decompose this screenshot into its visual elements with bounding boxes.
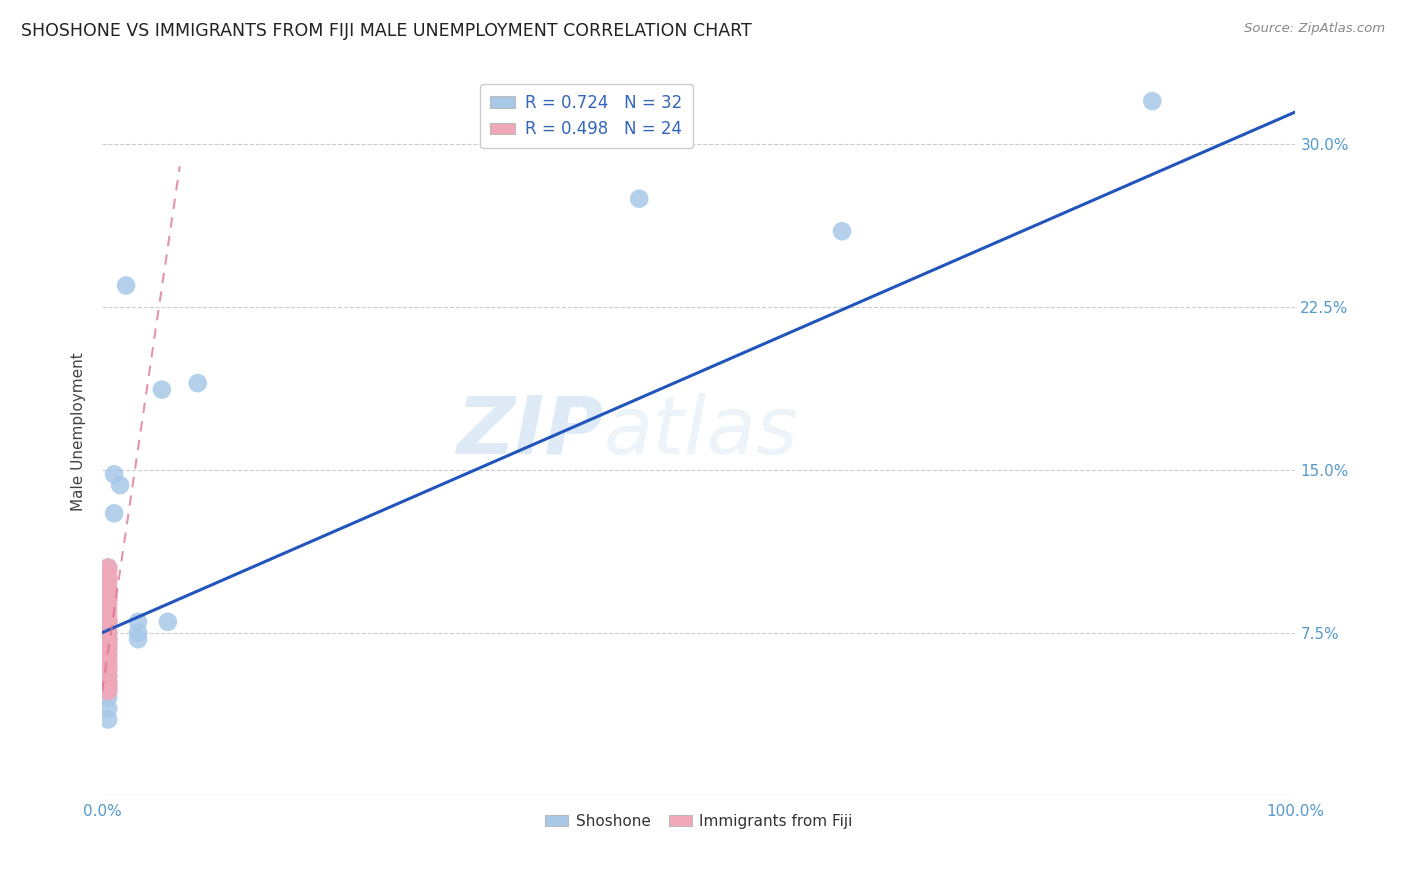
Text: atlas: atlas [603,393,799,471]
Point [97,669,120,683]
Point [156,615,179,629]
Point [97,598,120,612]
Point [628,192,651,206]
Point [97,701,120,715]
Point [97,565,120,579]
Point [97,589,120,603]
Point [97,648,120,662]
Point [97,713,120,727]
Point [97,610,120,624]
Y-axis label: Male Unemployment: Male Unemployment [72,352,86,511]
Point [127,615,149,629]
Point [97,663,120,677]
Point [97,615,120,629]
Point [97,658,120,673]
Point [97,615,120,629]
Point [97,632,120,647]
Point [97,604,120,618]
Point [97,625,120,640]
Point [97,582,120,597]
Point [97,571,120,585]
Point [97,675,120,690]
Point [97,615,120,629]
Point [97,560,120,574]
Point [1142,94,1164,108]
Point [97,593,120,607]
Point [115,278,138,293]
Point [97,654,120,668]
Point [97,675,120,690]
Point [97,636,120,650]
Text: Source: ZipAtlas.com: Source: ZipAtlas.com [1244,22,1385,36]
Point [97,619,120,633]
Point [127,625,149,640]
Point [97,680,120,694]
Point [97,684,120,698]
Text: SHOSHONE VS IMMIGRANTS FROM FIJI MALE UNEMPLOYMENT CORRELATION CHART: SHOSHONE VS IMMIGRANTS FROM FIJI MALE UN… [21,22,752,40]
Point [97,575,120,590]
Point [97,680,120,694]
Text: ZIP: ZIP [456,393,603,471]
Point [97,640,120,655]
Point [150,383,173,397]
Point [108,478,131,492]
Point [97,684,120,698]
Point [103,506,125,520]
Point [97,560,120,574]
Legend: Shoshone, Immigrants from Fiji: Shoshone, Immigrants from Fiji [538,808,859,835]
Point [97,648,120,662]
Point [97,654,120,668]
Point [97,669,120,683]
Point [97,663,120,677]
Point [127,632,149,647]
Point [97,593,120,607]
Point [97,690,120,705]
Point [97,582,120,597]
Point [103,467,125,482]
Point [97,632,120,647]
Point [187,376,209,391]
Point [97,625,120,640]
Point [97,571,120,585]
Point [831,224,853,238]
Point [97,640,120,655]
